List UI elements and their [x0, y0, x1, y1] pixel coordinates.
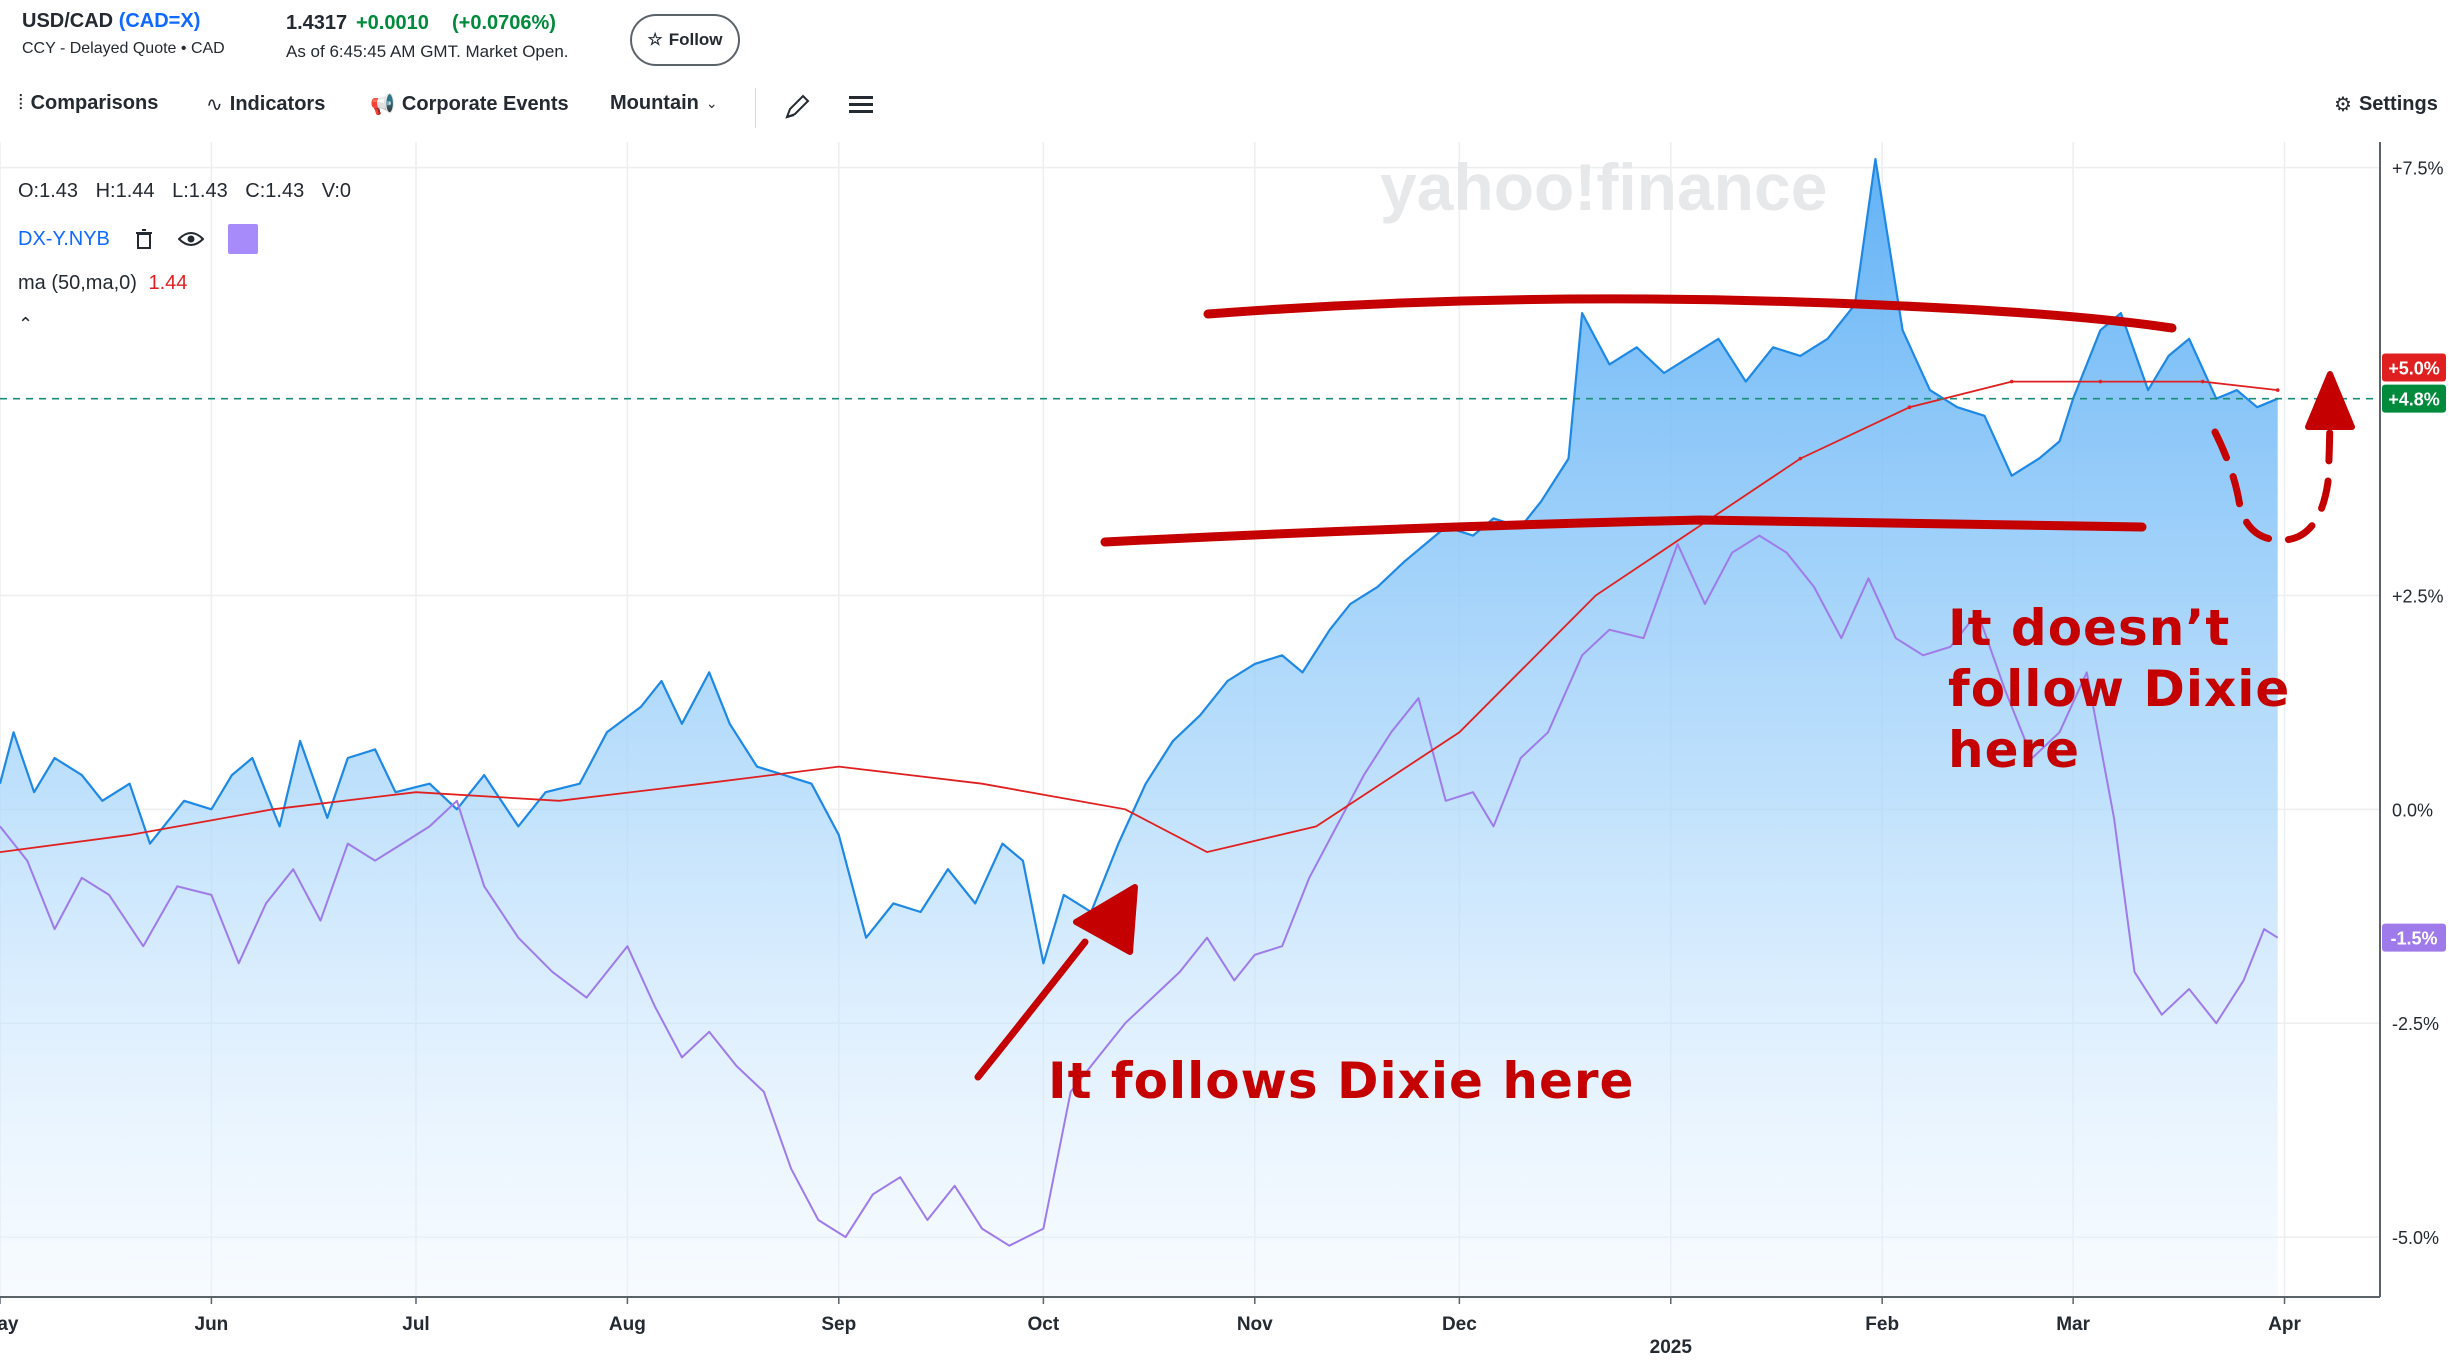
- price-badge: +4.8%: [2382, 384, 2446, 413]
- ma-marker: [2200, 379, 2205, 384]
- comparison-series-line[interactable]: [0, 534, 2279, 1247]
- annotation-line-3: here: [1948, 721, 2081, 779]
- settings-button[interactable]: ⚙ Settings: [2334, 93, 2438, 116]
- resistance-line-drawing: [1203, 294, 2177, 333]
- chart-type-dropdown[interactable]: Mountain ⌄: [610, 92, 718, 114]
- price-change: +0.0010: [356, 12, 429, 34]
- low-value: L:1.43: [172, 180, 228, 202]
- main-series-area: [0, 159, 2278, 1298]
- price-badge-label: +5.0%: [2388, 359, 2440, 379]
- y-tick-label: -2.5%: [2392, 1014, 2439, 1034]
- trash-icon[interactable]: [134, 228, 154, 250]
- ma-label: ma (50,ma,0): [18, 272, 137, 294]
- follows-arrow-head: [1073, 884, 1138, 955]
- indicator-icon: ∿: [206, 94, 223, 116]
- price-badge-bg: [2382, 384, 2446, 413]
- chevron-down-icon: ⌄: [705, 95, 718, 111]
- projection-arrow-shaft: [2211, 400, 2334, 544]
- price-change-percent: (+0.0706%): [452, 12, 556, 34]
- price-badge: +5.0%: [2382, 353, 2446, 382]
- x-tick-label: Mar: [2056, 1314, 2090, 1335]
- menu-button[interactable]: [848, 92, 874, 118]
- chart-toolbar: ⁞ Comparisons ∿ Indicators 📢 Corporate E…: [0, 84, 2449, 132]
- annotation-follows-dixie: It follows Dixie here: [1048, 1052, 1635, 1110]
- comparison-color-swatch[interactable]: [227, 224, 258, 254]
- ma-marker: [2098, 379, 2103, 384]
- x-tick-label: Dec: [1442, 1314, 1477, 1335]
- symbol-title: USD/CAD (CAD=X): [22, 10, 200, 33]
- quote-subtitle: CCY - Delayed Quote • CAD: [22, 40, 225, 57]
- y-tick-label: +7.5%: [2392, 159, 2444, 179]
- corporate-events-button[interactable]: 📢 Corporate Events: [370, 93, 569, 116]
- x-tick-label: Aug: [609, 1314, 646, 1335]
- toolbar-divider: [755, 88, 756, 128]
- yahoo-finance-watermark: yahoo!finance: [1380, 150, 1827, 224]
- compare-icon: ⁞: [18, 92, 24, 114]
- ma-marker: [2275, 388, 2280, 392]
- x-tick-label: May: [0, 1314, 19, 1335]
- annotation-line-1: It doesn’t: [1948, 599, 2231, 657]
- y-tick-label: -5.0%: [2392, 1228, 2439, 1248]
- y-tick-label: +2.5%: [2392, 586, 2444, 606]
- price-badge-label: -1.5%: [2390, 929, 2437, 949]
- high-value: H:1.44: [95, 180, 155, 202]
- price-badge-label: +4.8%: [2388, 390, 2440, 410]
- x-tick-label: Feb: [1865, 1314, 1899, 1335]
- comparisons-button[interactable]: ⁞ Comparisons: [18, 92, 159, 114]
- x-tick-label: Jul: [402, 1314, 429, 1335]
- moving-average-legend[interactable]: ma (50,ma,0) 1.44: [18, 272, 187, 295]
- symbol-code-link[interactable]: (CAD=X): [118, 10, 201, 32]
- x-tick-label: 2025: [1650, 1337, 1693, 1358]
- follow-button[interactable]: ☆ Follow: [630, 14, 740, 66]
- annotation-doesnt-follow-dixie: It doesn’t follow Dixie here: [1948, 598, 2290, 781]
- pencil-icon: [785, 94, 810, 119]
- price-badge-bg: [2382, 353, 2446, 382]
- price-badge: -1.5%: [2382, 923, 2446, 952]
- megaphone-icon: 📢: [370, 94, 395, 116]
- open-value: O:1.43: [18, 180, 79, 202]
- ma-marker: [2009, 379, 2014, 384]
- indicators-button[interactable]: ∿ Indicators: [206, 93, 326, 116]
- x-tick-label: Sep: [821, 1314, 856, 1335]
- symbol-name: USD/CAD: [22, 10, 114, 32]
- moving-average-line[interactable]: [0, 380, 2278, 854]
- ma-marker: [1907, 405, 1912, 410]
- hamburger-icon: [849, 96, 873, 113]
- eye-icon[interactable]: [177, 230, 204, 248]
- collapse-legend-icon[interactable]: ⌃: [18, 314, 34, 334]
- price-chart[interactable]: yahoo!finance +7.5% +2.5% 0.0% -2.5% -5.0% Ma…: [0, 142, 2449, 1363]
- price-badge-bg: [2382, 923, 2446, 952]
- follow-label: Follow: [668, 30, 723, 49]
- comparison-symbol[interactable]: DX-Y.NYB: [18, 227, 110, 250]
- projection-arrow-head: [2305, 371, 2355, 430]
- main-series-line[interactable]: [0, 158, 2279, 965]
- star-icon: ☆: [647, 30, 663, 49]
- x-tick-label: Apr: [2268, 1314, 2301, 1335]
- support-line-drawing: [1100, 515, 2147, 547]
- x-tick-label: Jun: [195, 1314, 229, 1335]
- annotation-line-2: follow Dixie: [1948, 660, 2291, 718]
- draw-button[interactable]: [782, 92, 812, 122]
- quote-timestamp: As of 6:45:45 AM GMT. Market Open.: [286, 42, 569, 61]
- ohlc-readout: O:1.43 H:1.44 L:1.43 C:1.43 V:0: [18, 180, 363, 203]
- follows-arrow-shaft: [974, 938, 1089, 1081]
- comparison-legend-row: DX-Y.NYB: [18, 224, 258, 254]
- x-tick-label: Oct: [1028, 1314, 1060, 1335]
- gear-icon: ⚙: [2334, 94, 2352, 116]
- ma-marker: [1798, 456, 1803, 461]
- last-price: 1.4317: [286, 12, 348, 34]
- close-value: C:1.43: [245, 180, 305, 202]
- ma-value: 1.44: [148, 272, 188, 294]
- x-tick-label: Nov: [1237, 1314, 1273, 1335]
- y-tick-label: 0.0%: [2392, 800, 2433, 820]
- volume-value: V:0: [321, 180, 352, 202]
- quote-header: USD/CAD (CAD=X) CCY - Delayed Quote • CA…: [0, 0, 2449, 75]
- chart-canvas[interactable]: yahoo!finance +7.5% +2.5% 0.0% -2.5% -5.0% Ma…: [0, 142, 2449, 1363]
